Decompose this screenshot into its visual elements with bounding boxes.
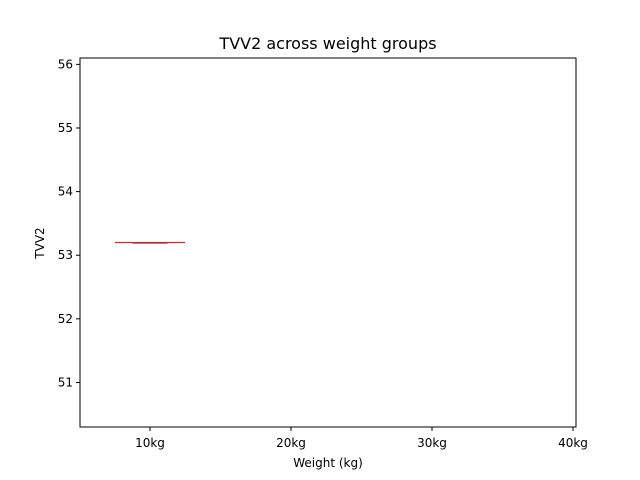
y-axis-ticks: 51 52 53 54 55 56: [58, 57, 80, 389]
y-tick-label: 55: [58, 121, 73, 135]
x-tick-label: 10kg: [135, 436, 165, 450]
y-tick-label: 53: [58, 248, 73, 262]
y-tick-label: 56: [58, 57, 73, 71]
chart-title: TVV2 across weight groups: [218, 34, 436, 53]
plot-area-frame: [79, 57, 577, 428]
x-tick-label: 20kg: [276, 436, 306, 450]
y-axis-label: TVV2: [33, 227, 47, 259]
box-10kg: [115, 241, 185, 244]
box-series: [115, 241, 185, 244]
y-tick-label: 54: [58, 185, 73, 199]
x-tick-label: 30kg: [417, 436, 447, 450]
x-axis-ticks: 10kg 20kg 30kg 40kg: [135, 427, 588, 450]
x-tick-label: 40kg: [558, 436, 588, 450]
y-tick-label: 51: [58, 375, 73, 389]
x-axis-label: Weight (kg): [293, 456, 363, 470]
y-tick-label: 52: [58, 312, 73, 326]
